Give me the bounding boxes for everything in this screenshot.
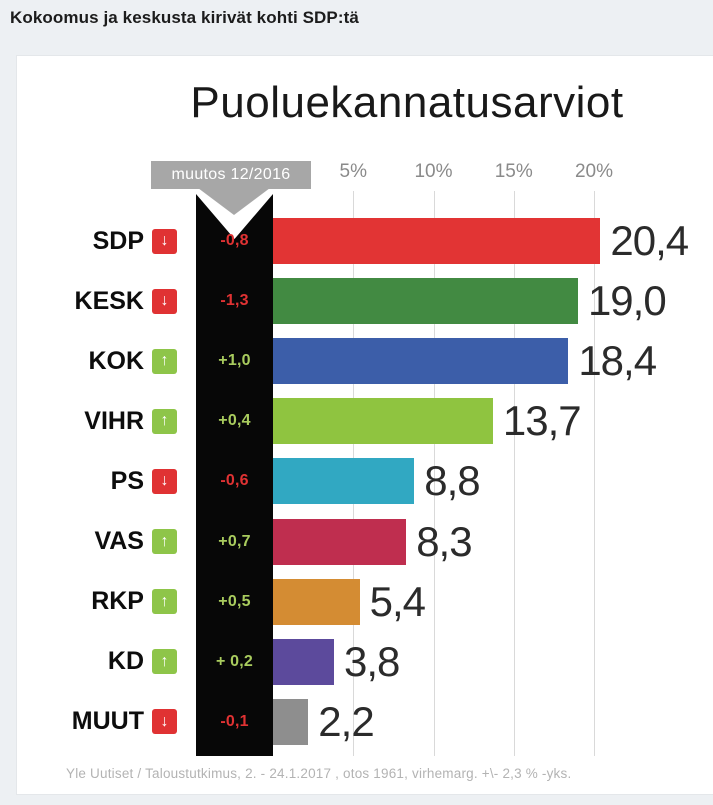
- party-name: RKP: [91, 587, 144, 616]
- arrow-down-icon: ↓: [152, 709, 177, 735]
- x-tick-label: 20%: [574, 161, 614, 182]
- party-name: KOK: [88, 346, 144, 375]
- bar-value: 2,2: [318, 697, 374, 745]
- arrow-up-icon: ↑: [152, 649, 177, 675]
- arrow-up-icon: ↑: [152, 408, 177, 434]
- chart-card: Puoluekannatusarviot muutos 12/2016 5% 10…: [16, 55, 713, 795]
- change-value: +1,0: [218, 352, 251, 370]
- change-value: +0,5: [218, 592, 251, 610]
- bar-sdp: [273, 218, 601, 264]
- change-value: -0,6: [220, 472, 249, 490]
- party-name: MUUT: [71, 707, 144, 736]
- gridline-10: [433, 191, 435, 756]
- bar-value: 20,4: [610, 217, 689, 264]
- source-note: Yle Uutiset / Taloustutkimus, 2. - 24.1.…: [66, 766, 572, 781]
- arrow-up-icon: ↑: [152, 529, 177, 554]
- party-label-muut: MUUT ↓: [17, 699, 177, 745]
- bar-kd: [273, 638, 334, 685]
- party-name: VAS: [94, 527, 144, 555]
- arrow-up-icon: ↑: [152, 348, 177, 374]
- bar-ps: [273, 458, 415, 505]
- change-column-header: muutos 12/2016: [151, 161, 311, 189]
- change-value: -0,1: [220, 712, 249, 730]
- change-value: -0,8: [220, 232, 249, 249]
- bar-value: 13,7: [502, 397, 582, 445]
- arrow-up-icon: ↑: [152, 589, 177, 615]
- party-name: SDP: [92, 226, 144, 255]
- party-label-kok: KOK ↑: [17, 338, 177, 384]
- bar-vas: [273, 518, 407, 565]
- party-name: KESK: [74, 286, 144, 315]
- party-label-ps: PS ↓: [17, 458, 177, 504]
- arrow-down-icon: ↓: [152, 288, 177, 314]
- party-label-kd: KD ↑: [17, 639, 177, 685]
- bar-value: 19,0: [587, 277, 667, 325]
- arrow-down-icon: ↓: [152, 468, 177, 494]
- party-name: PS: [110, 466, 144, 495]
- change-value: -1,3: [220, 292, 249, 310]
- bar-value: 18,4: [578, 337, 657, 385]
- page-title: Kokoomus ja keskusta kirivät kohti SDP:t…: [10, 8, 359, 27]
- gridline-20: [594, 191, 595, 756]
- party-name: KD: [107, 647, 144, 676]
- change-value: +0,7: [218, 532, 251, 550]
- bar-kok: [273, 338, 569, 385]
- party-label-vas: VAS ↑: [17, 519, 177, 565]
- party-name: VIHR: [84, 406, 144, 435]
- change-value: + 0,2: [215, 652, 254, 670]
- change-column-background: [196, 194, 273, 756]
- party-label-kesk: KESK ↓: [17, 278, 177, 324]
- party-label-sdp: SDP ↓: [17, 218, 177, 264]
- bar-rkp: [273, 578, 360, 625]
- x-tick-label: 5%: [339, 161, 367, 182]
- x-tick-label: 10%: [414, 161, 453, 182]
- arrow-down-icon: ↓: [152, 228, 177, 254]
- party-label-rkp: RKP ↑: [17, 579, 177, 625]
- chevron-down-icon: [198, 188, 270, 215]
- change-value: +0,4: [218, 412, 251, 430]
- gridline-15: [513, 191, 515, 756]
- x-tick-label: 15%: [494, 161, 533, 182]
- bar-value: 8,8: [424, 457, 480, 505]
- chart-title: Puoluekannatusarviot: [190, 78, 624, 127]
- bar-value: 3,8: [343, 637, 400, 685]
- bar-muut: [273, 698, 309, 745]
- bar-vihr: [273, 398, 493, 445]
- party-label-vihr: VIHR ↑: [17, 398, 177, 444]
- bar-value: 8,3: [416, 517, 472, 565]
- bar-value: 5,4: [369, 577, 426, 625]
- bar-kesk: [273, 278, 578, 325]
